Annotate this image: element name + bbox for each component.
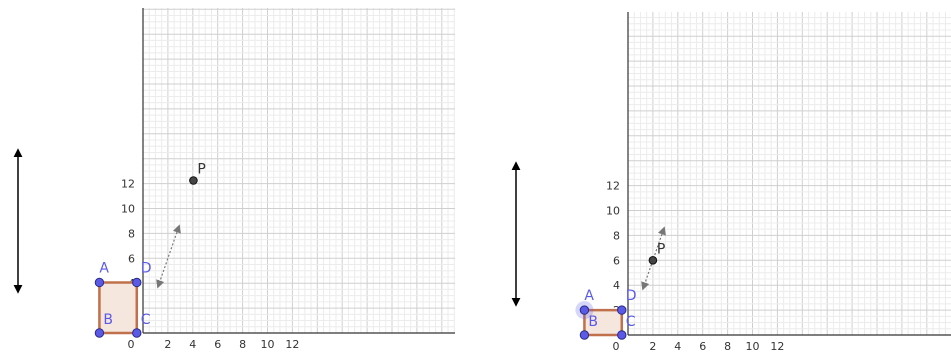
vertex-label-b: B (103, 312, 113, 328)
x-tick-label: 6 (699, 340, 706, 353)
vertex-label-c: C (141, 312, 151, 328)
coordinate-plane-right[interactable]: 02468101224681012ABCDP (481, 0, 951, 354)
x-tick-label: 6 (214, 338, 221, 351)
y-tick-label: 4 (613, 279, 620, 292)
x-tick-label: 4 (674, 340, 681, 353)
vertex-label-d: D (141, 260, 152, 276)
y-tick-label: 6 (128, 252, 135, 265)
x-tick-label: 0 (128, 338, 135, 351)
vertex-a[interactable] (94, 277, 105, 288)
y-tick-label: 8 (613, 229, 620, 242)
vertex-label-a: A (584, 288, 594, 304)
y-tick-label: 6 (613, 254, 620, 267)
vertex-label-b: B (588, 314, 598, 330)
x-tick-label: 2 (164, 338, 171, 351)
x-tick-label: 10 (746, 340, 760, 353)
point-p[interactable] (648, 256, 658, 265)
coordinate-plane-left[interactable]: 02468101224681012ABCDP (0, 0, 470, 354)
grid (142, 8, 455, 334)
vertex-d[interactable] (132, 277, 142, 288)
y-tick-label: 12 (121, 178, 135, 191)
vertex-d[interactable] (617, 305, 627, 315)
vertex-c[interactable] (617, 330, 627, 340)
vertex-a[interactable] (579, 305, 590, 315)
x-tick-label: 10 (261, 338, 275, 351)
x-tick-label: 0 (613, 340, 620, 353)
vertex-b[interactable] (94, 328, 105, 338)
x-tick-label: 4 (189, 338, 196, 351)
vertex-label-c: C (626, 314, 636, 330)
y-tick-label: 10 (606, 205, 620, 218)
y-tick-label: 8 (128, 227, 135, 240)
x-tick-label: 12 (770, 340, 784, 353)
x-tick-label: 12 (285, 338, 299, 351)
vertex-c[interactable] (132, 328, 142, 338)
point-p[interactable] (189, 176, 198, 185)
vertex-label-a: A (99, 260, 109, 276)
x-tick-label: 8 (724, 340, 731, 353)
vertex-b[interactable] (579, 330, 590, 340)
y-tick-label: 12 (606, 180, 620, 193)
point-p-label: P (657, 241, 665, 257)
grid (627, 12, 951, 336)
direction-arrow-icon (156, 224, 181, 289)
y-tick-label: 10 (121, 203, 135, 216)
graph-panel-left[interactable]: 02468101224681012ABCDP (0, 0, 470, 354)
graph-panel-right[interactable]: 02468101224681012ABCDP (481, 0, 951, 354)
vertex-label-d: D (626, 288, 637, 304)
x-tick-label: 8 (239, 338, 246, 351)
point-p-label: P (197, 161, 205, 177)
x-tick-label: 2 (649, 340, 656, 353)
